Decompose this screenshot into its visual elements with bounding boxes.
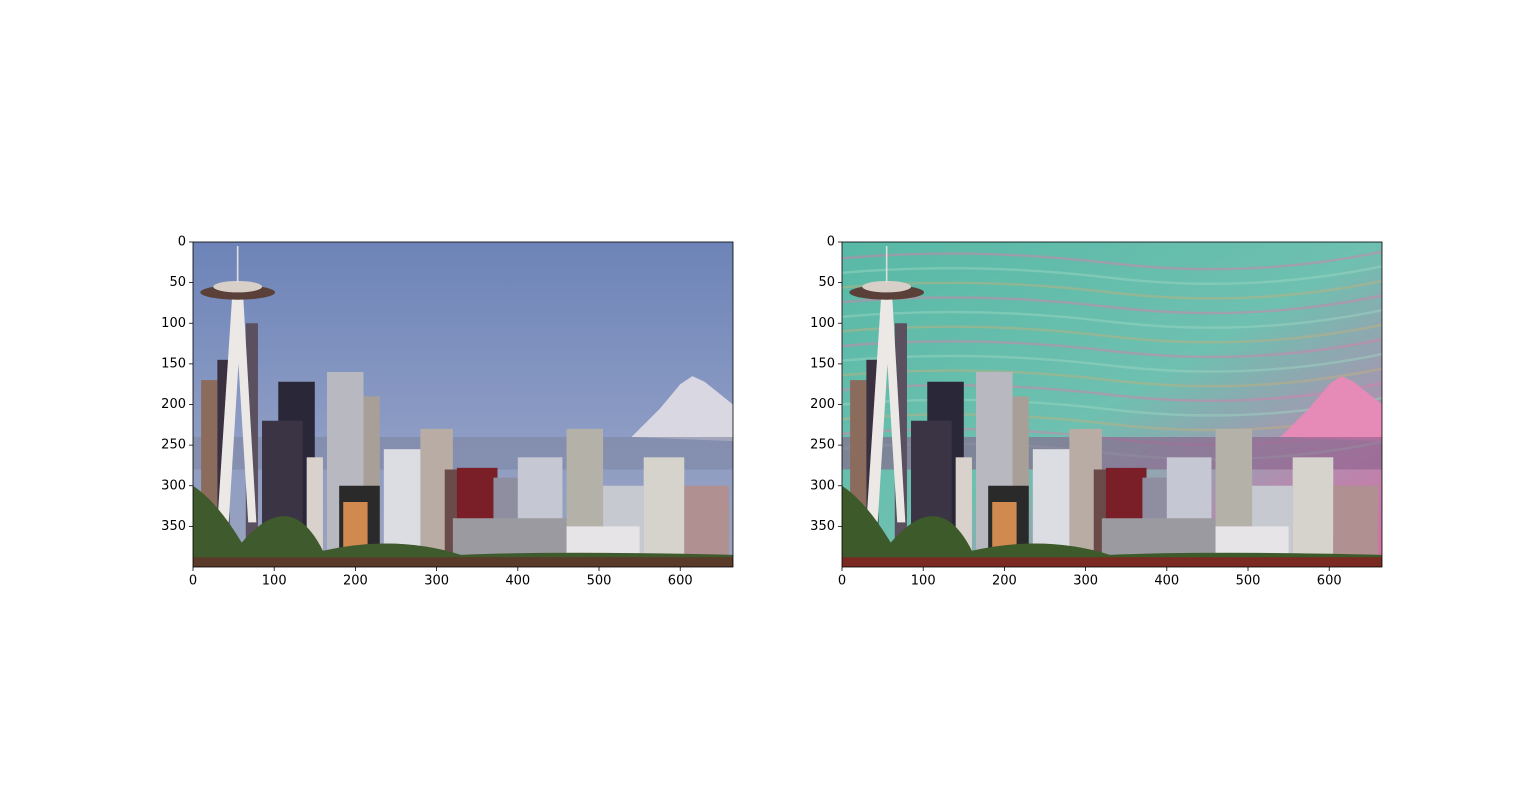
- x-tick-label: 500: [587, 574, 612, 589]
- y-tick-label: 300: [810, 478, 835, 493]
- image: [193, 242, 733, 567]
- y-tick-label: 350: [161, 519, 186, 534]
- image: [842, 242, 1382, 567]
- building: [1292, 457, 1334, 567]
- y-tick-label: 50: [169, 275, 186, 290]
- y-tick-label: 300: [161, 478, 186, 493]
- x-tick-label: 100: [262, 574, 287, 589]
- brush-stroke: [842, 352, 1382, 373]
- brush-stroke: [842, 367, 1382, 388]
- y-tick-label: 200: [810, 397, 835, 412]
- y-tick-label: 200: [161, 397, 186, 412]
- spire: [885, 246, 888, 283]
- y-tick-label: 50: [818, 275, 835, 290]
- image-content: [842, 242, 1382, 567]
- saucer-top: [862, 281, 912, 293]
- x-tick-label: 400: [505, 574, 530, 589]
- x-tick-label: 200: [343, 574, 368, 589]
- y-tick-label: 150: [161, 356, 186, 371]
- brush-stroke: [842, 309, 1382, 329]
- brush-stroke: [842, 323, 1382, 344]
- y-tick-label: 0: [827, 235, 835, 250]
- y-tick-label: 250: [161, 438, 186, 453]
- brush-stroke: [842, 250, 1382, 271]
- brush-stroke: [842, 294, 1382, 315]
- x-tick-label: 100: [911, 574, 936, 589]
- x-tick-label: 300: [1073, 574, 1098, 589]
- tower: [217, 298, 257, 523]
- x-tick-label: 300: [424, 574, 449, 589]
- ground-strip: [842, 557, 1382, 567]
- y-tick-label: 100: [810, 316, 835, 331]
- building: [1333, 485, 1378, 567]
- x-tick-label: 0: [838, 574, 846, 589]
- y-tick-label: 100: [161, 316, 186, 331]
- x-tick-label: 200: [992, 574, 1017, 589]
- brush-stroke: [842, 396, 1382, 417]
- brush-stroke: [842, 265, 1382, 285]
- x-tick-label: 600: [1317, 574, 1342, 589]
- y-tick-label: 0: [178, 235, 186, 250]
- brush-stroke: [842, 338, 1382, 359]
- saucer-top: [213, 281, 263, 293]
- x-tick-label: 600: [668, 574, 693, 589]
- mountain: [1280, 376, 1382, 442]
- y-tick-label: 150: [810, 356, 835, 371]
- spire: [236, 246, 239, 283]
- image-content: [193, 242, 733, 567]
- mountain: [631, 376, 733, 442]
- y-tick-label: 350: [810, 519, 835, 534]
- brush-stroke: [842, 382, 1382, 402]
- x-tick-label: 500: [1236, 574, 1261, 589]
- ground-strip: [193, 557, 733, 567]
- brush-stroke: [842, 279, 1382, 300]
- x-tick-label: 0: [189, 574, 197, 589]
- x-tick-label: 400: [1154, 574, 1179, 589]
- building: [684, 485, 729, 567]
- y-tick-label: 250: [810, 438, 835, 453]
- building: [643, 457, 685, 567]
